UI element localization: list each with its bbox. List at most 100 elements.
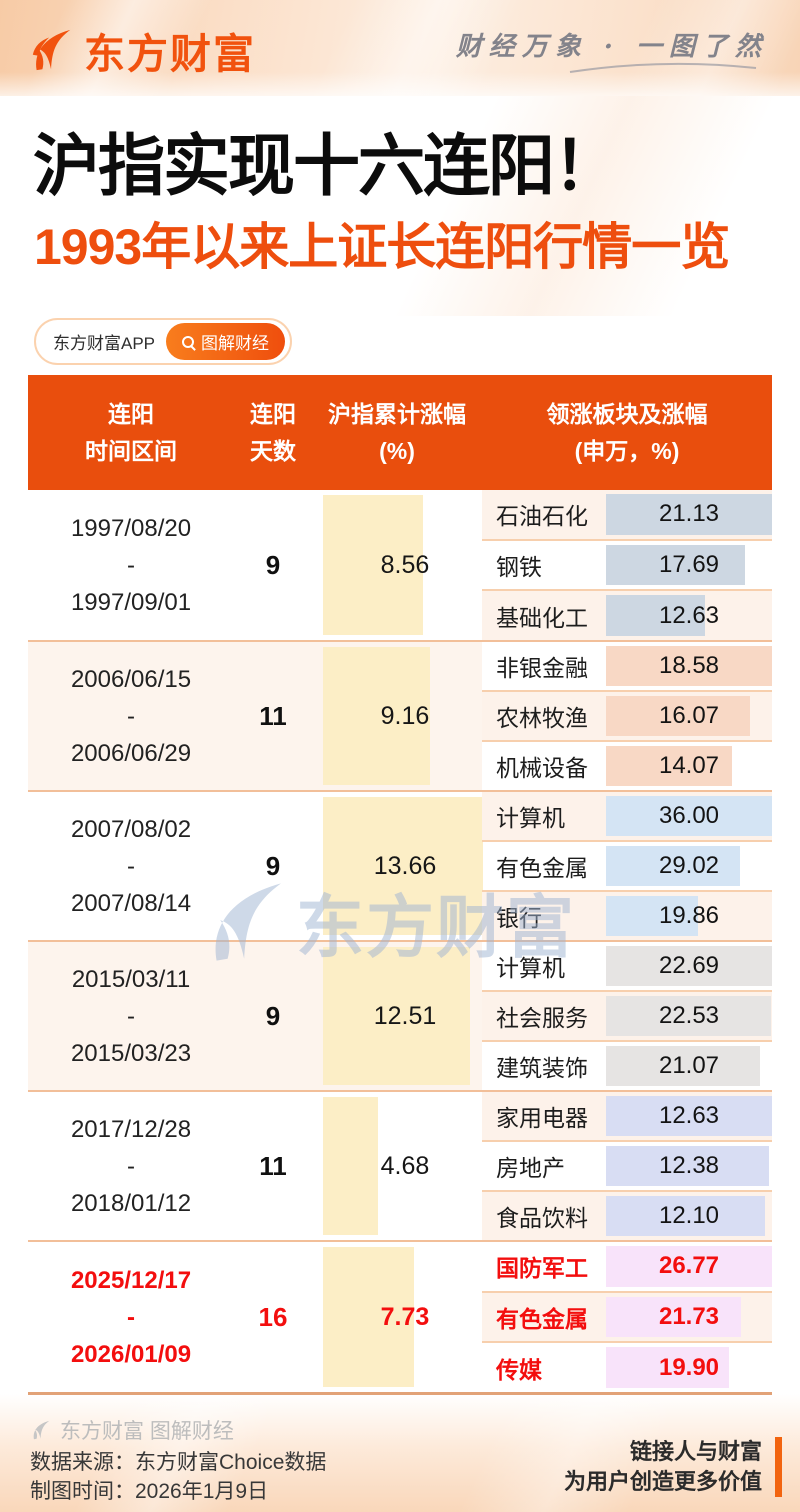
sector-value-cell: 17.69 — [606, 541, 772, 590]
date-range: 2017/12/28 - 2018/01/12 — [28, 1092, 234, 1240]
date-line: 2006/06/15 — [70, 665, 192, 693]
header-line: 连阳 — [250, 400, 296, 427]
table-row: 2015/03/11 - 2015/03/23 9 12.51 计算机 22.69 社会服务 2… — [28, 940, 772, 1090]
sector-value-bar — [606, 544, 745, 586]
streak-days: 9 — [265, 1000, 281, 1031]
sector-row: 计算机 36.00 — [482, 792, 772, 840]
sector-name: 房地产 — [496, 1155, 565, 1181]
sector-row: 农林牧渔 16.07 — [482, 690, 772, 740]
app-tag-pill: 东方财富APP 图解财经 — [34, 318, 293, 365]
sector-name: 计算机 — [496, 955, 565, 981]
page-title: 沪指实现十六连阳！ — [33, 129, 620, 204]
sector-value-cell: 36.00 — [606, 792, 772, 840]
table-row: 2007/08/02 - 2007/08/14 9 13.66 计算机 36.00 有色金属 2… — [28, 790, 772, 940]
sector-name: 机械设备 — [496, 755, 588, 781]
streak-days: 16 — [258, 1301, 288, 1332]
search-tag-button[interactable]: 图解财经 — [166, 323, 286, 360]
brand: 东方财富 — [28, 20, 256, 80]
sector-value-bar — [606, 1146, 769, 1186]
app-tag-label: 东方财富APP — [53, 334, 156, 353]
footer-logo-icon — [33, 1420, 50, 1440]
sector-name: 基础化工 — [496, 604, 588, 631]
date-line: 2015/03/23 — [70, 1039, 192, 1067]
search-icon — [182, 335, 195, 348]
sector-value-bar — [606, 1046, 761, 1086]
sector-value: 12.10 — [658, 1202, 720, 1229]
sector-value-cell: 12.63 — [606, 591, 772, 640]
gain-cell: 13.66 — [312, 792, 483, 940]
header-line: 沪指累计涨幅 — [328, 400, 466, 427]
sector-row: 基础化工 12.63 — [482, 589, 772, 641]
banner-fade — [0, 72, 800, 106]
sector-row: 计算机 22.69 — [482, 942, 772, 990]
header-period: 连阳 时间区间 — [28, 375, 234, 490]
table-row: 2025/12/17 - 2026/01/09 16 7.73 国防军工 26.77 有色金属… — [28, 1240, 772, 1392]
sector-value-bar — [606, 595, 706, 637]
sector-row: 银行 19.86 — [482, 890, 772, 940]
search-tag-label: 图解财经 — [201, 334, 270, 353]
date-line: 2007/08/14 — [70, 889, 192, 917]
date-line: 2026/01/09 — [70, 1340, 192, 1368]
streak-days: 11 — [259, 700, 287, 731]
streak-days: 9 — [265, 850, 281, 881]
chart-date: 制图时间：2026年1月9日 — [30, 1480, 269, 1503]
gain-cell: 7.73 — [312, 1242, 482, 1392]
sector-row: 传媒 19.90 — [482, 1341, 772, 1392]
sector-row: 有色金属 21.73 — [482, 1290, 772, 1342]
sector-row: 建筑装饰 21.07 — [482, 1040, 772, 1090]
sector-value-cell: 12.38 — [606, 1142, 772, 1190]
gain-bar — [323, 947, 470, 1085]
sector-list: 石油石化 21.13 钢铁 17.69 基础化工 12.63 — [482, 490, 772, 641]
sector-row: 机械设备 14.07 — [482, 740, 772, 790]
date-line: 1997/08/20 — [70, 514, 192, 542]
date-range: 2025/12/17 - 2026/01/09 — [28, 1242, 234, 1392]
gain-cell: 9.16 — [312, 642, 482, 790]
date-range: 1997/08/20 - 1997/09/01 — [28, 490, 234, 640]
date-line: - — [127, 702, 135, 730]
sector-value: 21.07 — [658, 1052, 720, 1079]
sector-value-bar — [606, 1296, 741, 1338]
sector-name: 食品饮料 — [496, 1205, 588, 1231]
sector-value: 22.53 — [658, 1002, 720, 1029]
sector-row: 石油石化 21.13 — [482, 490, 772, 539]
sector-value-cell: 12.10 — [606, 1192, 772, 1240]
sector-name: 家用电器 — [496, 1105, 588, 1131]
sector-value-bar — [606, 1096, 772, 1136]
date-line: 2025/12/17 — [70, 1266, 192, 1294]
sector-value-cell: 18.58 — [606, 642, 772, 690]
date-line: 2007/08/02 — [70, 815, 192, 843]
sector-value: 12.38 — [658, 1152, 720, 1179]
data-source: 数据来源：东方财富Choice数据 — [30, 1451, 327, 1474]
sector-value-cell: 12.63 — [606, 1092, 772, 1140]
header-days: 连阳 天数 — [234, 375, 312, 490]
table-row: 1997/08/20 - 1997/09/01 9 8.56 石油石化 21.13 钢铁 17.… — [28, 490, 772, 641]
sector-value-bar — [606, 946, 772, 986]
date-line: - — [127, 551, 135, 579]
date-line: - — [127, 1303, 135, 1331]
sector-value-cell: 19.86 — [606, 892, 772, 940]
background-streak — [0, 96, 800, 316]
header-sectors: 领涨板块及涨幅 (申万，%) — [482, 375, 772, 490]
sector-value: 17.69 — [658, 551, 720, 578]
sector-value-cell: 22.69 — [606, 942, 772, 990]
sector-value-bar — [606, 696, 750, 736]
sector-name: 社会服务 — [496, 1005, 588, 1031]
gain-bar — [323, 495, 424, 635]
sector-list: 家用电器 12.63 房地产 12.38 食品饮料 12.10 — [482, 1092, 772, 1240]
sector-name: 传媒 — [496, 1356, 542, 1383]
sector-value: 26.77 — [658, 1252, 720, 1280]
gain-value: 9.16 — [380, 701, 430, 730]
table-header: 连阳 时间区间 连阳 天数 沪指累计涨幅 (%) 领涨板块及涨幅 (申万，%) — [28, 375, 772, 490]
streak-table: 连阳 时间区间 连阳 天数 沪指累计涨幅 (%) 领涨板块及涨幅 (申万，%) … — [28, 375, 772, 1395]
sector-value: 18.58 — [658, 652, 720, 679]
footer-slogan-line2: 为用户创造更多价值 — [563, 1469, 762, 1494]
page-subtitle: 1993年以来上证长连阳行情一览 — [34, 219, 730, 275]
sector-row: 非银金融 18.58 — [482, 642, 772, 690]
sector-row: 有色金属 29.02 — [482, 840, 772, 890]
sector-list: 计算机 36.00 有色金属 29.02 银行 19.86 — [482, 792, 772, 940]
gain-bar — [323, 1097, 378, 1235]
sector-value: 21.13 — [658, 500, 720, 528]
date-line: - — [127, 852, 135, 880]
sector-value-cell: 21.13 — [606, 490, 772, 539]
sector-value-cell: 26.77 — [606, 1242, 772, 1291]
